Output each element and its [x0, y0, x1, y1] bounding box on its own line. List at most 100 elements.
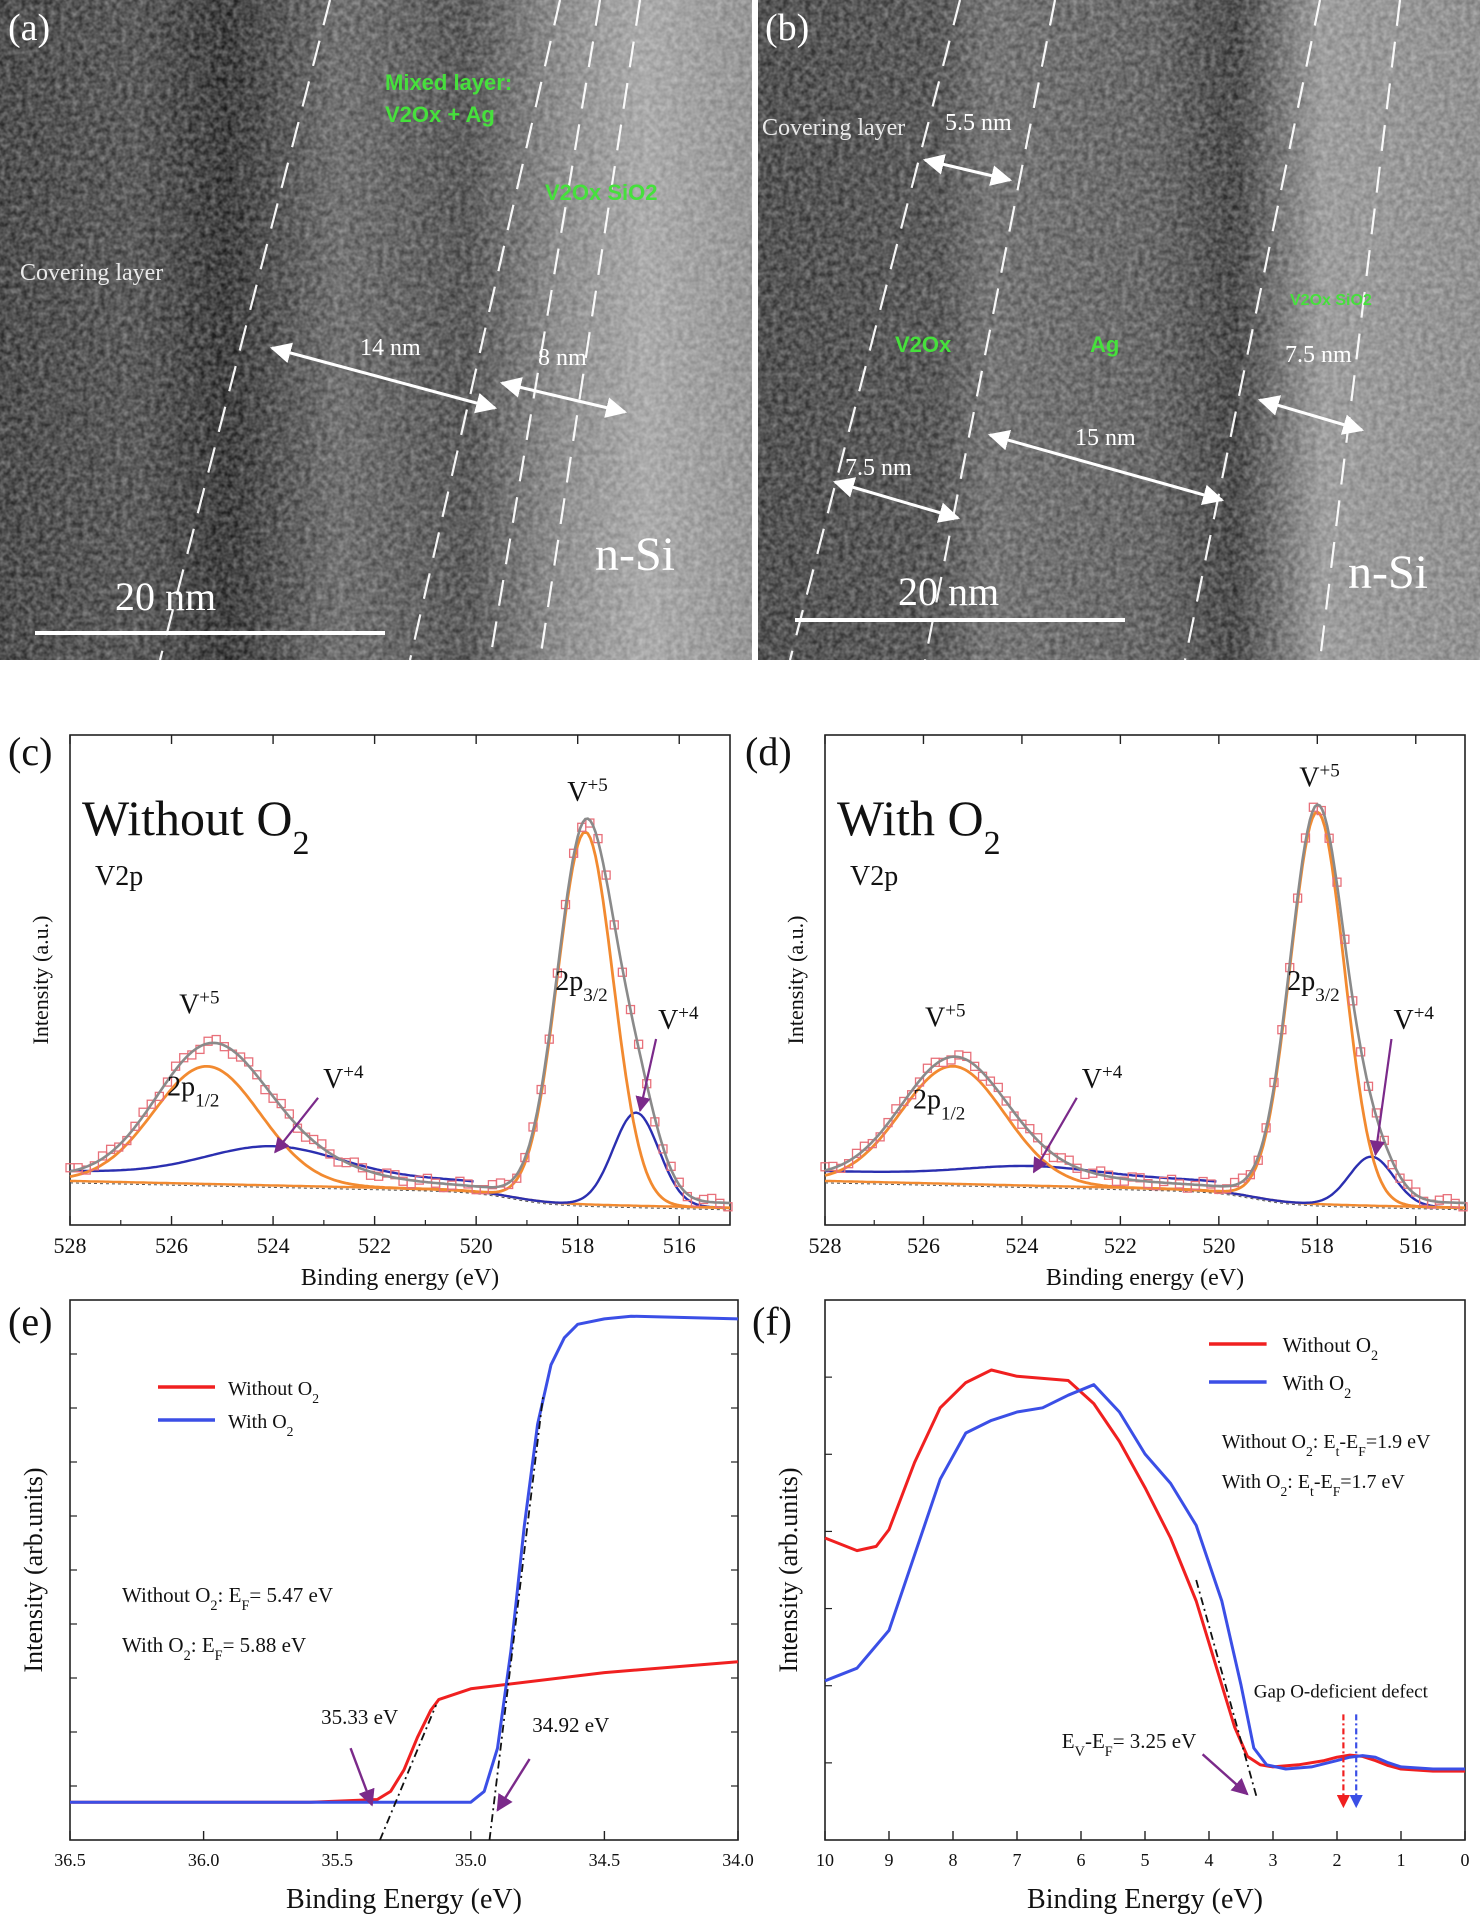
- x-axis-label: Binding energy (eV): [1046, 1265, 1244, 1291]
- x-tick-label: 520: [460, 1233, 493, 1258]
- tangent-vb: [1195, 1579, 1258, 1799]
- dim-arrow-7-5nm-right: [1257, 395, 1365, 435]
- covering-layer-label-b: Covering layer: [762, 115, 905, 141]
- data-point: [970, 1061, 980, 1072]
- ef-text-part: = 5.88 eV: [223, 1633, 307, 1657]
- data-point: [914, 1077, 925, 1087]
- data-point: [268, 1093, 278, 1103]
- label-v5-right-part: V: [1299, 763, 1319, 794]
- ef-text-part: E: [229, 1583, 242, 1607]
- series-line-1: [70, 1314, 739, 1804]
- label-v5-left-part: V: [925, 1003, 945, 1034]
- plot-frame: [824, 734, 1466, 1226]
- panel-title-part: O: [947, 790, 983, 846]
- dim-arrow-7-5nm-left: [832, 477, 961, 523]
- x-axis-label: Binding energy (eV): [301, 1265, 499, 1291]
- data-point: [1206, 1179, 1216, 1189]
- ev-label-part: E: [1092, 1729, 1105, 1753]
- label-v4-right-part: V: [1393, 1005, 1413, 1036]
- ef-text-part: With: [122, 1633, 168, 1657]
- label-v5-left-part: +5: [945, 1000, 965, 1021]
- legend-label-part: Without: [1283, 1333, 1356, 1357]
- ef-text-part: Without: [122, 1583, 195, 1607]
- background-dotted: [824, 1182, 1465, 1211]
- v4-component-2p32: [1147, 1155, 1465, 1209]
- x-tick-label: 4: [1205, 1850, 1214, 1870]
- panel-title-part: Without: [82, 790, 256, 846]
- data-point: [1001, 1096, 1011, 1106]
- ef-text-part: O: [195, 1583, 210, 1607]
- v2ox-label-b: V2Ox: [895, 332, 952, 357]
- scale-label-a: 20 nm: [115, 574, 216, 619]
- x-tick-label: 524: [257, 1233, 290, 1258]
- series-line-1: [824, 1383, 1465, 1771]
- v2ox-sio2-label-b: V2Ox SiO2: [1290, 292, 1372, 309]
- arrow-v4-right: [1369, 1038, 1393, 1157]
- data-point: [883, 1117, 893, 1128]
- x-tick-label: 9: [885, 1850, 894, 1870]
- xps-panel-c: 528 526 524 522 520 518 516 Binding energy (eV)…: [8, 729, 733, 1291]
- data-point: [985, 1076, 996, 1086]
- data-point: [114, 1142, 124, 1152]
- x-tick-label: 1: [1397, 1850, 1406, 1870]
- ef-text-part: F: [215, 1648, 223, 1664]
- ev-label-part: F: [1105, 1744, 1113, 1760]
- label-v4-right: V+4: [658, 1003, 699, 1037]
- tangent-with: [488, 1397, 544, 1841]
- dim-label-15nm: 15 nm: [1075, 425, 1136, 451]
- ef-text-part: 2: [210, 1598, 217, 1614]
- arrow-v4-left: [274, 1097, 319, 1154]
- x-tick-label: 36.0: [188, 1850, 220, 1870]
- dim-label-7-5nm-right: 7.5 nm: [1285, 342, 1352, 368]
- data-point: [867, 1138, 877, 1149]
- data-point: [899, 1096, 909, 1107]
- panel-label: (d): [745, 729, 792, 774]
- panel-title-part: With: [837, 790, 947, 846]
- v2ox-sio2-label-a: V2Ox SiO2: [545, 180, 658, 205]
- v4-component-2p32: [402, 1111, 730, 1209]
- legend-label: With O2: [228, 1411, 294, 1439]
- plot-frame: [69, 734, 731, 1226]
- et-text-part: O: [1292, 1431, 1306, 1453]
- fit-envelope: [824, 803, 1465, 1205]
- legend-label-part: Without: [228, 1378, 298, 1400]
- et-text-part: :: [1313, 1431, 1324, 1453]
- x-tick-label: 6: [1077, 1850, 1086, 1870]
- data-point: [252, 1070, 262, 1080]
- x-tick-label: 516: [1399, 1233, 1432, 1258]
- et-text-part: O: [1266, 1471, 1280, 1493]
- label-v5-right-part: +5: [588, 775, 608, 796]
- dim-label-8nm: 8 nm: [538, 345, 587, 371]
- legend-label: With O2: [1283, 1371, 1352, 1402]
- ef-text: Without O2: EF= 5.47 eV: [122, 1583, 333, 1614]
- x-tick-label: 3: [1269, 1850, 1278, 1870]
- panel-label: (f): [752, 1299, 792, 1344]
- label-2p12-part: 1/2: [195, 1090, 219, 1111]
- ev-arrow: [1201, 1753, 1249, 1796]
- label-v4-left-part: +4: [343, 1061, 364, 1082]
- label-2p32: 2p3/2: [1287, 966, 1339, 1006]
- ev-label-part: = 3.25 eV: [1113, 1729, 1197, 1753]
- legend-label: Without O2: [1283, 1333, 1379, 1364]
- legend-label-part: 2: [312, 1391, 319, 1406]
- x-tick-label: 522: [1104, 1233, 1137, 1258]
- x-tick-label: 35.0: [455, 1850, 487, 1870]
- et-text-part: t: [1310, 1484, 1314, 1499]
- et-text: Without O2: Et-EF=1.9 eV: [1222, 1431, 1431, 1459]
- legend-label-part: 2: [287, 1424, 294, 1439]
- x-tick-label: 520: [1202, 1233, 1235, 1258]
- cutoff-label-with: 34.92 eV: [532, 1713, 609, 1737]
- x-tick-label: 2: [1333, 1850, 1342, 1870]
- ef-text: With O2: EF= 5.88 eV: [122, 1633, 306, 1664]
- data-point: [463, 1179, 473, 1189]
- legend-label-part: 2: [1344, 1386, 1351, 1402]
- et-text-part: F: [1358, 1444, 1366, 1459]
- ef-text-part: = 5.47 eV: [249, 1583, 333, 1607]
- label-v5-left: V+5: [179, 987, 219, 1021]
- v4-component-2p12: [824, 1164, 1217, 1183]
- et-text-part: =1.7 eV: [1340, 1471, 1405, 1493]
- data-point: [325, 1149, 335, 1159]
- label-v5-left-part: V: [179, 990, 199, 1021]
- dim-label-14nm: 14 nm: [360, 335, 421, 361]
- dim-label-5-5nm: 5.5 nm: [945, 110, 1012, 136]
